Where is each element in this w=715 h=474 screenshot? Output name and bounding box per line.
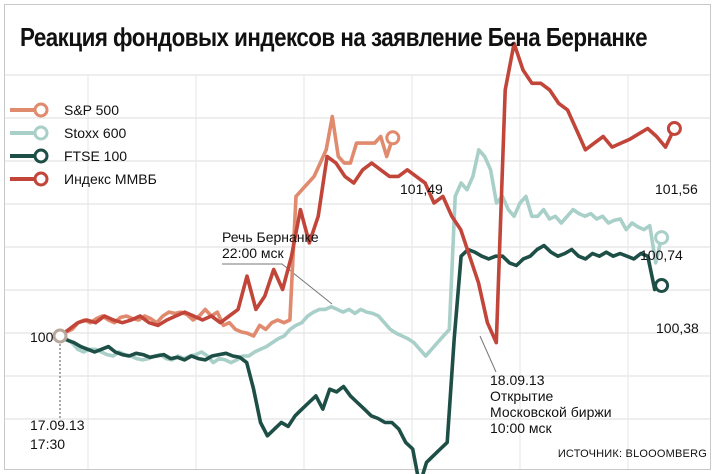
series-end-marker-micex (666, 121, 682, 136)
annotation-speech-title: Речь Бернанке (222, 229, 319, 245)
annotation-leaders (59, 263, 497, 418)
annotation-open-time: 10:00 мск (490, 420, 552, 436)
series-end-marker-sp500 (385, 130, 401, 146)
legend-swatch-dot-stoxx600 (33, 125, 49, 141)
legend-label-ftse100: FTSE 100 (64, 148, 128, 164)
series-end-marker-stoxx600 (654, 230, 670, 246)
end-label-micex: 101,56 (655, 181, 698, 197)
series-end-marker-ftse100 (654, 278, 670, 293)
open-leader (479, 335, 497, 373)
legend-swatch-ftse100 (10, 148, 49, 164)
legend-swatch-stoxx600 (10, 125, 49, 141)
legend-swatch-dot-ftse100 (33, 148, 49, 164)
end-label-sp500: 101,49 (400, 181, 443, 197)
legend-label-stoxx600: Stoxx 600 (64, 125, 127, 141)
annotation-open-title1: Открытие (490, 388, 554, 404)
end-label-ftse100: 100,38 (656, 320, 699, 336)
legend-swatch-sp500 (10, 102, 49, 118)
series-start-marker (52, 328, 68, 344)
legend-swatch-micex (10, 171, 49, 187)
legend-label-micex: Индекс ММВБ (64, 171, 157, 187)
legend-label-sp500: S&P 500 (64, 102, 120, 118)
chart-grid (4, 4, 711, 470)
series-line-micex (58, 41, 677, 345)
annotation-start: 17.09.13 17:30 (30, 417, 85, 452)
annotation-start-time: 17:30 (30, 436, 66, 452)
annotation-speech: Речь Бернанке 22:00 мск (222, 229, 319, 261)
chart-series (52, 41, 682, 474)
base-value-label: 100 (30, 329, 54, 345)
annotation-open-date: 18.09.13 (490, 372, 545, 388)
legend-swatch-dot-sp500 (33, 102, 49, 118)
annotation-speech-time: 22:00 мск (222, 245, 284, 261)
chart-frame (4, 4, 711, 470)
series-line-ftse100 (58, 243, 664, 474)
annotation-start-date: 17.09.13 (30, 417, 85, 433)
annotation-open-title2: Московской биржи (490, 404, 612, 420)
end-label-stoxx600: 100,74 (640, 247, 683, 263)
chart-source: ИСТОЧНИК: BLOOOMBERG (557, 448, 707, 460)
speech-leader (222, 263, 333, 305)
annotation-open: 18.09.13 Открытие Московской биржи 10:00… (490, 372, 612, 436)
legend-swatch-dot-micex (33, 171, 49, 187)
chart-title: Реакция фондовых индексов на заявление Б… (20, 22, 648, 52)
